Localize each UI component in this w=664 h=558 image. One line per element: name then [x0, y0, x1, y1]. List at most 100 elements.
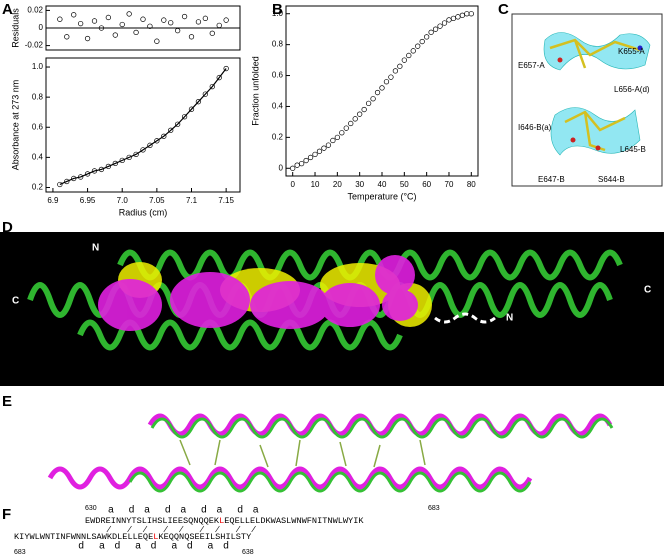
data-point [223, 17, 229, 23]
residue-number: 683 [428, 505, 440, 512]
helix-overlay-image [47, 413, 614, 493]
data-point [446, 17, 452, 23]
data-point [119, 157, 125, 164]
sequence-part: L [153, 532, 158, 542]
heptad-letter: a [171, 541, 177, 552]
data-point [325, 142, 332, 148]
y-tick-label: -0.02 [25, 41, 44, 50]
heptad-letter: a [135, 541, 141, 552]
data-point [216, 22, 222, 29]
y-tick-label: 1.0 [272, 9, 284, 18]
data-point [133, 29, 139, 36]
y-tick-label: 0.4 [272, 102, 284, 111]
data-point [415, 43, 421, 49]
panel-label: D [2, 219, 13, 236]
data-point [188, 34, 195, 40]
pair-link [163, 525, 168, 533]
sequence-part: L [219, 516, 224, 526]
data-point [348, 120, 354, 127]
data-point [303, 157, 309, 164]
sequence-part: KEQQNQSEEILSHILSTY [158, 532, 251, 542]
data-point [71, 175, 77, 182]
residue-label: L645-B [620, 145, 646, 154]
heptad-letter: a [108, 505, 114, 516]
x-tick-label: 7.1 [186, 196, 198, 205]
data-point [459, 12, 466, 18]
data-point [105, 14, 112, 21]
data-point [330, 137, 336, 144]
data-point [161, 133, 167, 139]
data-point [401, 57, 407, 63]
data-point [450, 15, 457, 22]
y-axis-label: Fraction unfolded [250, 56, 260, 126]
pair-link [178, 525, 184, 533]
heptad-letter: a [208, 541, 214, 552]
sequence-part: KIYWLWNTINFWNNLSAWKDLELLEQE [14, 532, 153, 542]
x-tick-label: 80 [467, 180, 476, 189]
data-point [147, 23, 153, 29]
residue-number: 638 [242, 549, 254, 556]
data-point [91, 18, 98, 24]
y-tick-label: 0.2 [272, 132, 284, 141]
residue-number: 683 [14, 549, 26, 556]
data-point [392, 68, 399, 74]
data-point [140, 147, 146, 153]
data-point [441, 20, 448, 26]
heptad-letter: a [253, 505, 259, 516]
heptad-letter: d [78, 541, 84, 552]
data-point [428, 29, 434, 35]
pair-link [142, 525, 148, 533]
heptad-letter: d [201, 505, 207, 516]
data-point [126, 154, 132, 161]
panel-label: A [2, 1, 13, 18]
data-point [64, 34, 70, 40]
data-point [112, 32, 118, 38]
data-point [98, 25, 105, 31]
data-point [357, 111, 363, 117]
sequence-part: EQELLELDKWASLWNWFNITNWLWYIK [224, 516, 364, 526]
helix-bundle-image [0, 232, 664, 386]
data-point [209, 30, 215, 36]
y-tick-label: 0.4 [32, 152, 44, 161]
data-point [161, 17, 167, 23]
data-point [334, 134, 340, 141]
data-point [57, 16, 63, 22]
x-tick-label: 0 [290, 180, 295, 189]
data-point [432, 26, 439, 32]
data-point [339, 130, 345, 136]
x-tick-label: 6.9 [47, 196, 59, 205]
data-point [57, 181, 63, 188]
x-tick-label: 40 [378, 180, 387, 189]
data-point [406, 52, 412, 59]
data-point [379, 85, 385, 91]
x-tick-label: 7.0 [117, 196, 129, 205]
x-tick-label: 7.05 [149, 196, 165, 205]
pair-link [106, 525, 112, 533]
data-point [91, 168, 98, 174]
terminus-label: C [12, 296, 19, 307]
data-point [119, 21, 125, 28]
residue-label: E657-A [518, 61, 545, 70]
data-point [126, 11, 132, 17]
terminus-label: C [644, 285, 651, 296]
data-point [71, 12, 77, 18]
x-tick-label: 6.95 [80, 196, 96, 205]
y-tick-label: 0.8 [32, 92, 44, 101]
data-point [112, 160, 118, 167]
panel-label: B [272, 1, 283, 18]
data-point [188, 106, 195, 112]
data-point [455, 14, 461, 20]
x-axis-label: Radius (cm) [119, 207, 168, 217]
data-point [352, 116, 358, 122]
data-point [312, 151, 318, 158]
data-point [397, 63, 403, 69]
panel-label: F [2, 506, 11, 523]
data-point [294, 162, 300, 168]
plot-frame [285, 5, 479, 177]
heptad-letter: d [151, 541, 157, 552]
x-tick-label: 30 [355, 180, 364, 189]
data-point [84, 35, 91, 42]
data-point [202, 91, 209, 97]
data-point [77, 174, 84, 180]
